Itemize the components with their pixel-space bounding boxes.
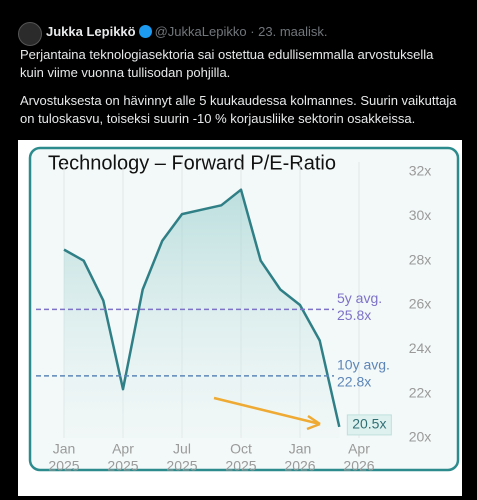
x-tick-label: 2025 xyxy=(166,458,197,474)
value-label-box xyxy=(346,414,392,436)
tweet-date[interactable]: 23. maalisk. xyxy=(258,24,328,39)
tweet-text: Perjantaina teknologiasektoria sai ostet… xyxy=(20,47,434,80)
y-tick-label: 26x xyxy=(409,296,432,312)
reference-value: 25.8x xyxy=(337,307,371,323)
chart-title: Technology – Forward P/E-Ratio xyxy=(48,152,336,174)
y-tick-label: 28x xyxy=(409,251,432,267)
author-name[interactable]: Jukka Lepikkö xyxy=(46,24,136,39)
x-tick-label: Jan xyxy=(53,441,76,457)
tweet-text: Arvostuksesta on hävinnyt alle 5 kuukaud… xyxy=(20,93,457,126)
annotation-arrow-head xyxy=(306,414,321,431)
x-tick-label: 2026 xyxy=(343,458,374,474)
x-tick-label: 2025 xyxy=(48,458,79,474)
y-tick-label: 20x xyxy=(409,429,432,445)
chart: Technology – Forward P/E-Ratio Jan2025Ap… xyxy=(18,140,462,496)
y-tick-label: 32x xyxy=(409,163,432,179)
y-tick-label: 30x xyxy=(409,207,432,223)
reference-label: 5y avg. xyxy=(337,290,382,306)
x-tick-label: Apr xyxy=(112,441,134,457)
x-tick-label: 2026 xyxy=(284,458,315,474)
x-tick-label: Jul xyxy=(173,441,191,457)
verified-badge xyxy=(138,25,152,38)
avatar[interactable] xyxy=(18,22,42,46)
author-handle[interactable]: @JukkaLepikko xyxy=(154,24,247,39)
annotation-arrow xyxy=(213,396,321,426)
reference-label: 10y avg. xyxy=(337,357,390,373)
line xyxy=(63,188,341,428)
x-tick-label: Jan xyxy=(289,441,312,457)
x-tick-label: Oct xyxy=(230,441,252,457)
y-tick-label: 24x xyxy=(409,340,432,356)
y-tick-label: 22x xyxy=(409,384,432,400)
tweet-header: Jukka Lepikkö @JukkaLepikko · 23. maalisk… xyxy=(46,24,328,39)
x-tick-label: 2025 xyxy=(225,458,256,474)
value-label: 20.5x xyxy=(352,416,386,432)
x-tick-label: 2025 xyxy=(107,458,138,474)
x-tick-label: Apr xyxy=(348,441,370,457)
reference-value: 22.8x xyxy=(337,374,371,390)
